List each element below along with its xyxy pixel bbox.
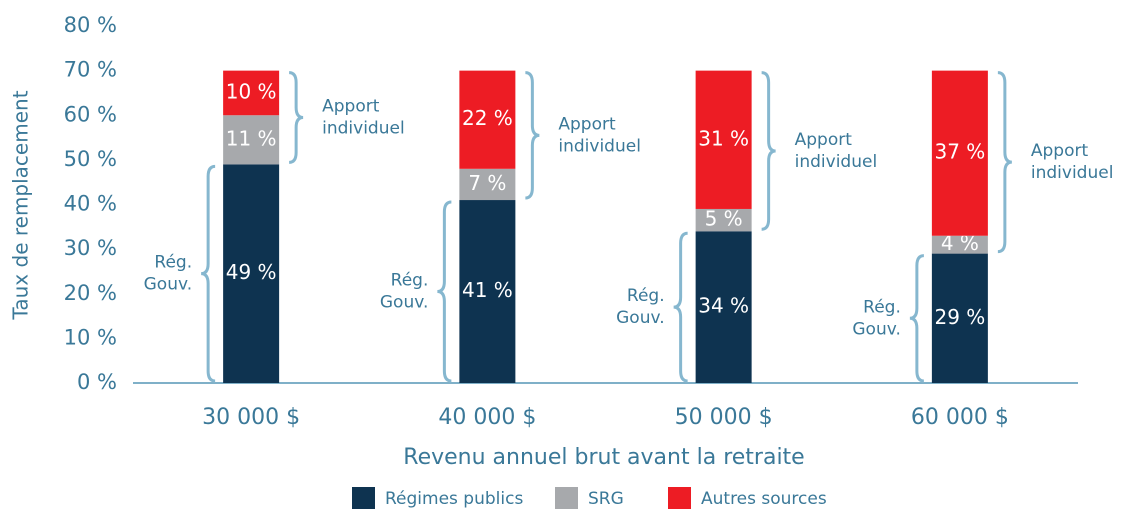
legend-swatch xyxy=(352,487,375,509)
y-tick-label: 50 % xyxy=(64,147,117,171)
y-tick-label: 0 % xyxy=(77,370,117,394)
value-label: 31 % xyxy=(698,126,749,150)
brace xyxy=(761,71,776,231)
brace xyxy=(288,71,304,164)
legend-swatch xyxy=(668,487,691,509)
bar-segment xyxy=(223,115,280,165)
annotation: individuel xyxy=(558,136,641,156)
bar-segment xyxy=(931,70,988,236)
legend-label: Régimes publics xyxy=(385,489,523,509)
annotation: Rég. xyxy=(154,253,192,273)
annotation: individuel xyxy=(322,118,405,138)
value-label: 49 % xyxy=(226,260,277,284)
bar-segment xyxy=(223,164,280,383)
y-tick-label: 40 % xyxy=(64,192,117,216)
bar-segment xyxy=(223,70,280,116)
x-tick-label: 50 000 $ xyxy=(675,405,773,430)
brace xyxy=(525,71,540,200)
annotation: Apport xyxy=(795,130,853,150)
legend-swatch xyxy=(555,487,578,509)
bar-segment xyxy=(695,231,752,383)
y-tick-label: 30 % xyxy=(64,236,117,260)
annotation: Apport xyxy=(558,114,616,134)
x-tick-label: 60 000 $ xyxy=(911,405,1009,430)
brace xyxy=(437,200,452,383)
annotation: individuel xyxy=(1031,163,1114,183)
value-label: 29 % xyxy=(934,305,985,329)
bar-segment xyxy=(459,168,516,201)
value-label: 11 % xyxy=(226,126,277,150)
legend-label: SRG xyxy=(588,489,624,509)
x-tick-label: 40 000 $ xyxy=(438,405,536,430)
y-tick-label: 20 % xyxy=(64,281,117,305)
bar-segment xyxy=(695,208,752,232)
y-tick-label: 10 % xyxy=(64,325,117,349)
annotation: Rég. xyxy=(863,297,901,317)
y-tick-label: 80 % xyxy=(64,13,117,37)
bar-segment xyxy=(931,235,988,254)
annotation: Apport xyxy=(1031,141,1089,161)
brace xyxy=(997,71,1013,254)
value-label: 22 % xyxy=(462,106,513,130)
value-label: 34 % xyxy=(698,294,749,318)
value-label: 7 % xyxy=(468,171,506,195)
bar-segment xyxy=(459,200,516,383)
bar-segment xyxy=(931,253,988,383)
legend-label: Autres sources xyxy=(701,489,827,509)
annotation: Rég. xyxy=(391,271,429,291)
annotation: individuel xyxy=(795,152,878,172)
brace xyxy=(673,231,688,383)
x-tick-label: 30 000 $ xyxy=(202,405,300,430)
y-axis-label: Taux de remplacement xyxy=(9,90,33,320)
annotation: Apport xyxy=(322,96,380,116)
value-label: 5 % xyxy=(705,207,743,231)
y-tick-label: 60 % xyxy=(64,102,117,126)
y-tick-label: 70 % xyxy=(64,58,117,82)
annotation: Rég. xyxy=(627,286,665,306)
x-axis-label: Revenu annuel brut avant la retraite xyxy=(403,445,804,470)
annotation: Gouv. xyxy=(616,308,665,328)
annotation: Gouv. xyxy=(380,293,429,313)
value-label: 10 % xyxy=(226,79,277,103)
brace xyxy=(200,164,216,383)
bar-segment xyxy=(695,70,752,209)
bar-segment xyxy=(459,70,516,169)
value-label: 41 % xyxy=(462,278,513,302)
brace xyxy=(909,254,925,383)
annotation: Gouv. xyxy=(144,275,193,295)
annotation: Gouv. xyxy=(852,319,901,339)
value-label: 37 % xyxy=(934,140,985,164)
